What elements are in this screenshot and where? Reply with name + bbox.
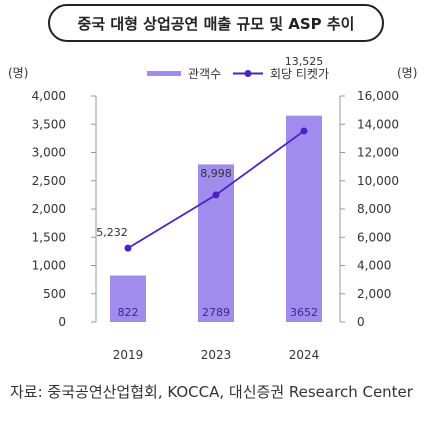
legend-bar-label: 관객수 — [188, 67, 221, 81]
source-note: 자료: 중국공연산업협회, KOCCA, 대신증권 Research Cente… — [10, 383, 413, 401]
bar — [198, 164, 234, 322]
right-tick-label: 6,000 — [357, 230, 391, 244]
bar-value-label: 2789 — [202, 306, 230, 319]
line-value-label: 5,232 — [96, 226, 128, 239]
chart-title: 중국 대형 상업공연 매출 규모 및 ASP 추이 — [48, 4, 384, 42]
right-axis-unit: (명) — [397, 66, 417, 80]
right-tick-label: 0 — [357, 315, 365, 329]
bar-value-label: 3652 — [290, 306, 318, 319]
left-axis-unit: (명) — [8, 66, 28, 80]
line-point — [124, 244, 132, 252]
line-value-label: 8,998 — [200, 167, 232, 180]
legend-line-marker — [244, 70, 252, 77]
x-tick-label: 2023 — [201, 348, 232, 362]
bar — [110, 275, 146, 322]
legend-bar-swatch — [147, 71, 181, 76]
left-tick-label: 3,500 — [32, 117, 66, 131]
legend: 관객수 회당 티켓가 — [147, 67, 329, 81]
right-tick-label: 14,000 — [357, 117, 399, 131]
right-tick-label: 8,000 — [357, 202, 391, 216]
line-value-label: 13,525 — [285, 55, 324, 68]
line-point — [300, 127, 308, 135]
left-axis: 0 500 1,000 1,500 2,000 2,500 3,000 3,500 4,000 — [32, 89, 97, 329]
bar-value-label: 822 — [118, 306, 139, 319]
legend-line-label: 회당 티켓가 — [270, 67, 329, 81]
left-tick-label: 2,500 — [32, 174, 66, 188]
right-tick-label: 10,000 — [357, 174, 399, 188]
line-point — [212, 191, 220, 199]
right-tick-label: 16,000 — [357, 89, 399, 103]
left-tick-label: 1,500 — [32, 230, 66, 244]
right-tick-label: 12,000 — [357, 146, 399, 160]
right-axis: 0 2,000 4,000 6,000 8,000 10,000 12,000 14,000 1… — [339, 89, 399, 329]
left-tick-label: 1,000 — [32, 259, 66, 273]
right-tick-label: 2,000 — [357, 287, 391, 301]
x-tick-label: 2019 — [113, 348, 144, 362]
bar — [286, 115, 322, 322]
left-tick-label: 0 — [58, 315, 66, 329]
left-tick-label: 4,000 — [32, 89, 66, 103]
x-axis: 2019 2023 2024 — [113, 348, 320, 362]
left-tick-label: 500 — [43, 287, 66, 301]
bar-series: 822 2789 3652 — [110, 115, 322, 322]
chart: 관객수 회당 티켓가 (명) (명) 0 500 1,000 1,500 2,000 2,5… — [8, 55, 417, 362]
line-series: 5,232 8,998 13,525 — [96, 55, 323, 252]
x-tick-label: 2024 — [289, 348, 320, 362]
left-tick-label: 2,000 — [32, 202, 66, 216]
right-tick-label: 4,000 — [357, 259, 391, 273]
left-tick-label: 3,000 — [32, 146, 66, 160]
